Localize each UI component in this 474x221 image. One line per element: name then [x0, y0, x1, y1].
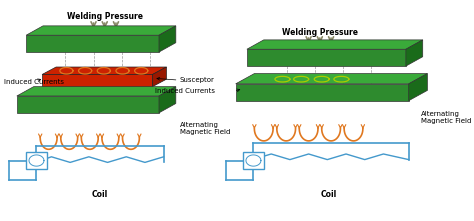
Text: Welding Pressure: Welding Pressure [67, 12, 143, 21]
Polygon shape [406, 40, 423, 66]
Polygon shape [159, 87, 176, 113]
Polygon shape [17, 87, 176, 96]
Bar [26, 152, 47, 169]
Polygon shape [17, 96, 159, 113]
Polygon shape [42, 67, 166, 74]
Polygon shape [409, 74, 428, 101]
Text: Alternating
Magnetic Field: Alternating Magnetic Field [180, 122, 230, 135]
Text: Welding Pressure: Welding Pressure [282, 28, 358, 37]
Text: Alternating
Magnetic Field: Alternating Magnetic Field [421, 111, 471, 124]
Polygon shape [236, 84, 409, 101]
Text: Susceptor: Susceptor [180, 77, 214, 83]
Text: Induced Currents: Induced Currents [4, 79, 64, 85]
Polygon shape [26, 26, 176, 35]
Polygon shape [247, 49, 406, 66]
Text: Coil: Coil [92, 190, 108, 199]
Bar [243, 152, 264, 169]
Polygon shape [247, 40, 423, 49]
Polygon shape [26, 35, 159, 52]
Text: Coil: Coil [321, 190, 337, 199]
Polygon shape [159, 26, 176, 52]
Polygon shape [42, 74, 153, 87]
Text: Induced Currents: Induced Currents [155, 88, 215, 94]
Polygon shape [236, 74, 428, 84]
Polygon shape [153, 67, 166, 87]
